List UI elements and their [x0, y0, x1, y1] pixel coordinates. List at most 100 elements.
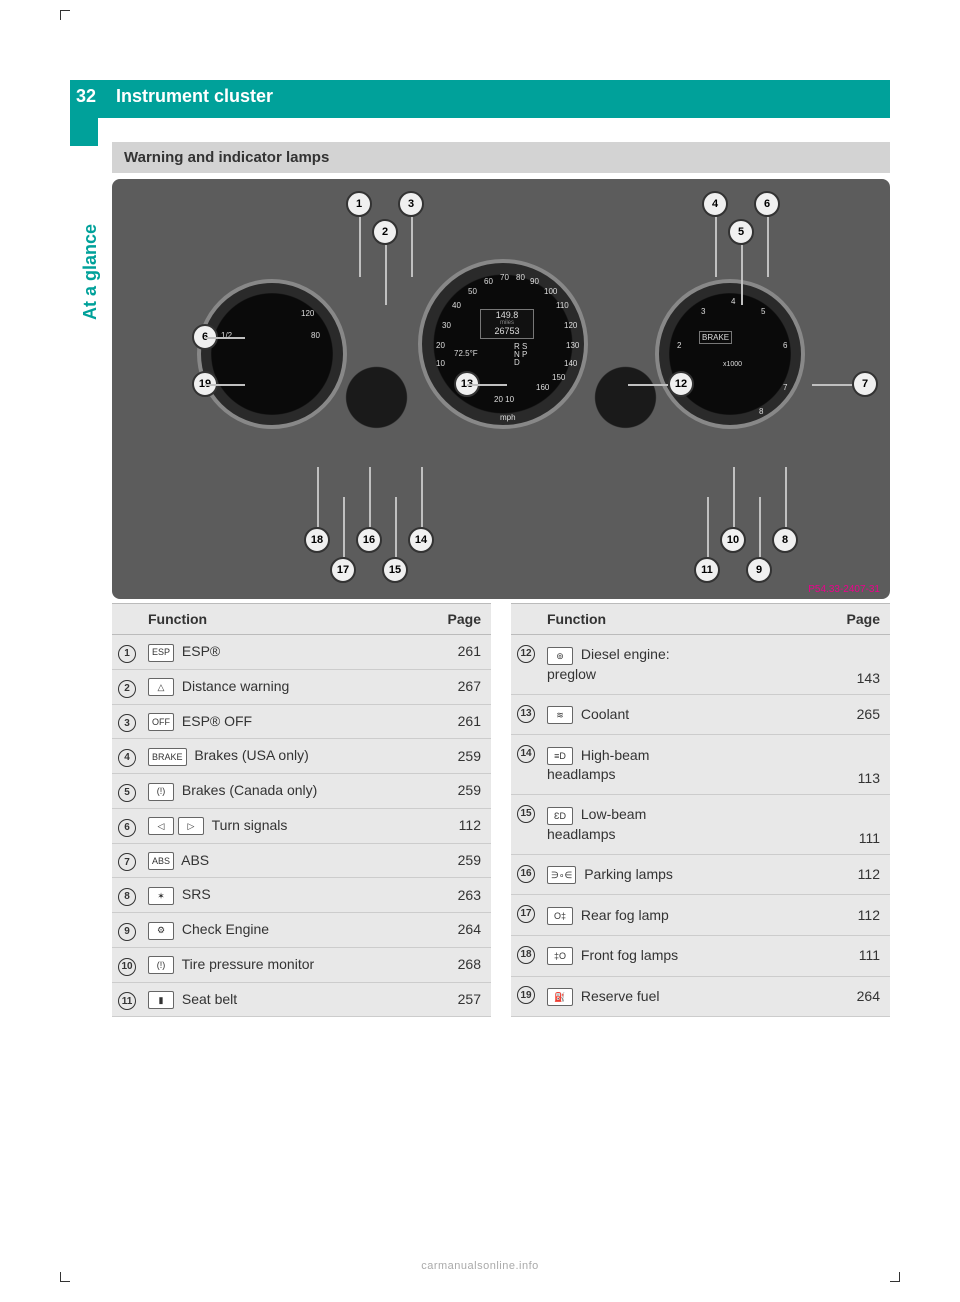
function-label: headlamps [547, 766, 616, 782]
table-row: 4BRAKE Brakes (USA only)259 [112, 739, 491, 774]
table-row: 16∋∘∈ Parking lamps112 [511, 854, 890, 895]
warning-lamp-icon: ▮ [148, 991, 174, 1009]
function-label: ESP® OFF [178, 713, 252, 729]
row-index: 14 [511, 735, 541, 795]
callout-line [733, 467, 735, 527]
function-table-right: Function Page 12⊚ Diesel engine:preglow1… [511, 603, 890, 1017]
function-label: Tire pressure monitor [178, 956, 314, 972]
callout-circle: 9 [746, 557, 772, 583]
callout-circle: 2 [372, 219, 398, 245]
row-function: ◁▷ Turn signals [142, 808, 433, 843]
function-label: headlamps [547, 826, 616, 842]
tables-row: Function Page 1ESP ESP®2612△ Distance wa… [112, 603, 890, 1017]
row-page: 263 [433, 878, 491, 913]
center-gauge: 10 20 30 40 50 60 70 80 90 100 110 120 1… [418, 259, 588, 429]
chapter-title: Instrument cluster [116, 86, 273, 107]
callout-line [785, 467, 787, 527]
crop-mark-bl [60, 1272, 70, 1282]
gauge-tick: 80 [516, 273, 525, 282]
warning-lamp-icon: O‡ [547, 907, 573, 925]
warning-lamp-icon: ƐD [547, 807, 573, 825]
row-page: 268 [433, 947, 491, 982]
row-function: ‡O Front fog lamps [541, 936, 832, 977]
page: 32 Instrument cluster At a glance Warnin… [0, 0, 960, 1302]
row-page: 264 [832, 976, 890, 1017]
function-label: preglow [547, 666, 596, 682]
function-label: Distance warning [178, 678, 289, 694]
callout-line [628, 384, 668, 386]
row-page: 111 [832, 795, 890, 855]
row-index: 19 [511, 976, 541, 1017]
function-label: Front fog lamps [577, 947, 678, 963]
function-label: Reserve fuel [577, 988, 659, 1004]
row-page: 111 [832, 936, 890, 977]
callout-line [707, 497, 709, 557]
callout-line [467, 384, 507, 386]
function-label-pre: Diesel engine: [577, 646, 670, 662]
gauge-tick: 10 [436, 359, 445, 368]
col-page: Page [832, 604, 890, 635]
row-page: 267 [433, 669, 491, 704]
side-label: At a glance [80, 224, 101, 320]
gauge-tick: 4 [731, 297, 735, 306]
warning-lamp-icon: (!) [148, 956, 174, 974]
callout-circle: 3 [398, 191, 424, 217]
callout-circle: 1 [346, 191, 372, 217]
table-row: 6◁▷ Turn signals112 [112, 808, 491, 843]
gauge-tick: 60 [484, 277, 493, 286]
callout-circle: 17 [330, 557, 356, 583]
callout-line [369, 467, 371, 527]
gauge-tick: 100 [544, 287, 557, 296]
figure-caption: P54.33-2407-31 [808, 584, 880, 595]
row-index: 2 [112, 669, 142, 704]
row-page: 257 [433, 982, 491, 1017]
gauge-unit: x1000 [723, 361, 742, 368]
table-row: 11▮ Seat belt257 [112, 982, 491, 1017]
row-function: (!) Brakes (Canada only) [142, 774, 433, 809]
callout-line [343, 497, 345, 557]
index-badge: 3 [118, 714, 136, 732]
callout-circle: 16 [356, 527, 382, 553]
index-badge: 18 [517, 946, 535, 964]
gauge-unit: mph [500, 413, 516, 422]
callout-circle: 11 [694, 557, 720, 583]
callout-line [205, 337, 245, 339]
odo-bot: 26753 [481, 326, 533, 336]
function-label: Rear fog lamp [577, 907, 669, 923]
callout-circle: 12 [668, 371, 694, 397]
warning-lamp-icon: ‡O [547, 947, 573, 965]
gauge-tick: 110 [556, 301, 569, 310]
table-row: 13≋ Coolant265 [511, 694, 890, 735]
function-label: Check Engine [178, 921, 269, 937]
col-blank [511, 604, 541, 635]
warning-lamp-icon: △ [148, 678, 174, 696]
row-index: 17 [511, 895, 541, 936]
gauge-tick: 7 [783, 383, 787, 392]
index-badge: 6 [118, 819, 136, 837]
row-page: 113 [832, 735, 890, 795]
function-table-left: Function Page 1ESP ESP®2612△ Distance wa… [112, 603, 491, 1017]
index-badge: 7 [118, 853, 136, 871]
warning-lamp-icon: BRAKE [148, 748, 187, 766]
page-number: 32 [76, 86, 96, 107]
row-page: 143 [832, 635, 890, 695]
row-function: ⊚ Diesel engine:preglow [541, 635, 832, 695]
chapter-tab [70, 118, 98, 146]
table-row: 17O‡ Rear fog lamp112 [511, 895, 890, 936]
callout-line [205, 384, 245, 386]
row-function: ▮ Seat belt [142, 982, 433, 1017]
row-function: ƐD Low-beamheadlamps [541, 795, 832, 855]
right-gauge: 1 2 3 4 5 6 7 8 x1000 BRAKE [655, 279, 805, 429]
callout-circle: 4 [702, 191, 728, 217]
crop-mark-tl [60, 10, 70, 20]
warning-lamp-icon: ▷ [178, 817, 204, 835]
table-row: 9⚙ Check Engine264 [112, 913, 491, 948]
function-label: ESP® [178, 643, 220, 659]
table-row: 14≡D High-beamheadlamps113 [511, 735, 890, 795]
warning-lamp-icon: OFF [148, 713, 174, 731]
content-area: Warning and indicator lamps 1/2 120 80 1… [112, 142, 890, 1017]
index-badge: 17 [517, 905, 535, 923]
gauge-gear: R SN PD [514, 343, 527, 367]
function-label: SRS [178, 886, 211, 902]
callout-line [317, 467, 319, 527]
